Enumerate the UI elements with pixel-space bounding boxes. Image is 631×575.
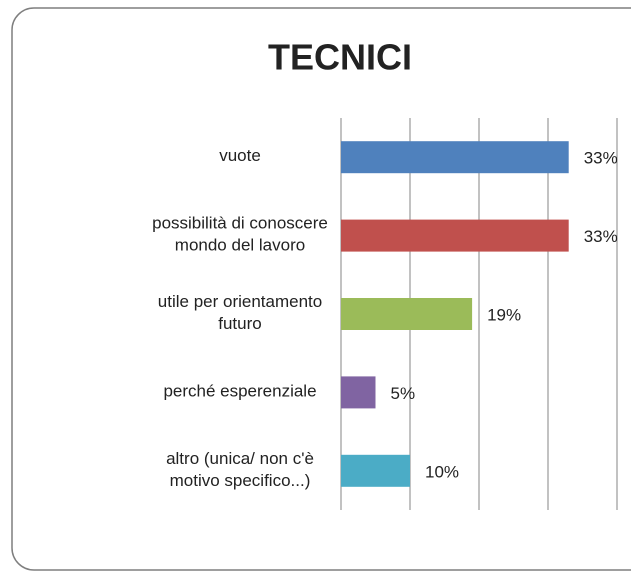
bar	[341, 298, 473, 330]
bar	[341, 141, 569, 174]
bar	[341, 454, 410, 487]
data-label: 19%	[487, 305, 521, 324]
bar	[341, 376, 376, 409]
frame	[11, 7, 631, 571]
bar	[341, 219, 569, 252]
data-label: 10%	[425, 462, 459, 481]
data-label: 5%	[391, 384, 416, 403]
y-tick-label: perché esperenziale	[163, 382, 316, 401]
y-tick-label: possibilità di conoscere mondo del lavoro	[152, 214, 328, 255]
y-tick-label: vuote	[219, 147, 261, 166]
data-label: 33%	[584, 227, 618, 246]
chart-title: TECNICI	[268, 37, 412, 78]
y-tick-label: utile per orientamento futuro	[158, 292, 322, 333]
y-tick-label: altro (unica/ non c'è motivo specifico...…	[166, 449, 314, 490]
data-label: 33%	[584, 149, 618, 168]
